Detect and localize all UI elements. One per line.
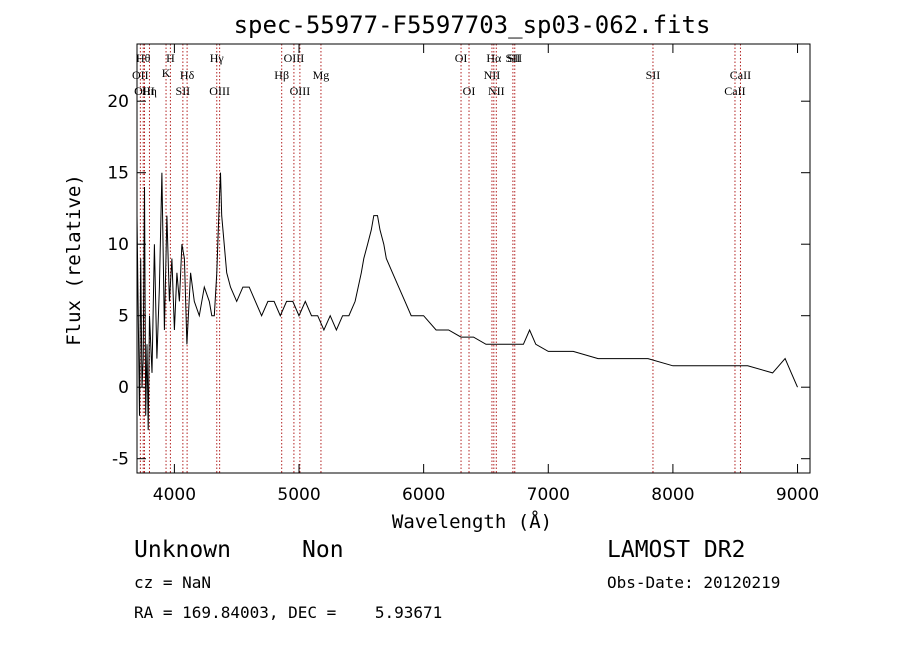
- y-tick-label: -5: [112, 450, 129, 470]
- x-tick-label: 8000: [651, 485, 694, 505]
- line-marker-label: SII: [176, 84, 191, 98]
- line-marker-label: K: [162, 66, 171, 80]
- line-marker-label: OI: [455, 51, 468, 65]
- coordinates: RA = 169.84003, DEC = 5.93671: [134, 603, 443, 622]
- class-label: Unknown: [134, 537, 231, 563]
- line-markers: [139, 44, 741, 473]
- line-marker-label: Hγ: [210, 51, 225, 65]
- line-marker-label: H: [166, 51, 175, 65]
- line-marker-label: Hη: [142, 84, 157, 98]
- line-marker-label: SII: [507, 51, 522, 65]
- plot-frame: [136, 43, 811, 474]
- line-marker-label: SII: [646, 68, 661, 82]
- y-tick-label: 15: [107, 164, 129, 184]
- line-marker-labels: OIIHθOIIIHηKHSIIHδHγOIIIHβOIIIOIIIMgOIOI…: [132, 51, 751, 98]
- line-marker-label: NII: [488, 84, 505, 98]
- y-tick-label: 10: [107, 235, 129, 255]
- x-tick-label: 4000: [153, 485, 196, 505]
- chart-title: spec-55977-F5597703_sp03-062.fits: [234, 11, 711, 39]
- x-tick-label: 9000: [776, 485, 819, 505]
- spectrum-line: [136, 172, 798, 431]
- line-marker-label: OIII: [284, 51, 305, 65]
- line-marker-label: OII: [132, 68, 149, 82]
- line-marker-label: Mg: [313, 68, 330, 82]
- y-axis: -5 0 5 10 15 20: [107, 92, 810, 470]
- line-marker-label: OIII: [290, 84, 311, 98]
- x-tick-label: 6000: [402, 485, 445, 505]
- line-marker-label: Hβ: [274, 68, 289, 82]
- line-marker-label: Hα: [486, 51, 502, 65]
- y-tick-label: 20: [107, 92, 129, 112]
- y-tick-label: 5: [118, 307, 129, 327]
- subclass-label: Non: [302, 537, 344, 563]
- x-tick-label: 5000: [277, 485, 320, 505]
- y-axis-label: Flux (relative): [63, 174, 85, 346]
- x-axis-label: Wavelength (Å): [392, 510, 552, 533]
- line-marker-label: OI: [463, 84, 476, 98]
- x-tick-label: 7000: [527, 485, 570, 505]
- line-marker-label: NII: [484, 68, 501, 82]
- x-axis: 4000 5000 6000 7000 8000 9000: [153, 44, 819, 505]
- y-tick-label: 0: [118, 378, 129, 398]
- survey-label: LAMOST DR2: [607, 537, 746, 563]
- line-marker-label: CaII: [730, 68, 751, 82]
- obs-date: Obs-Date: 20120219: [607, 573, 781, 592]
- line-marker-label: Hθ: [136, 51, 151, 65]
- line-marker-label: SII: [506, 51, 521, 65]
- line-marker-label: CaII: [724, 84, 745, 98]
- line-marker-label: Hδ: [180, 68, 195, 82]
- line-marker-label: OIII: [209, 84, 230, 98]
- cz-value: cz = NaN: [134, 573, 212, 592]
- line-marker-label: OIII: [134, 84, 155, 98]
